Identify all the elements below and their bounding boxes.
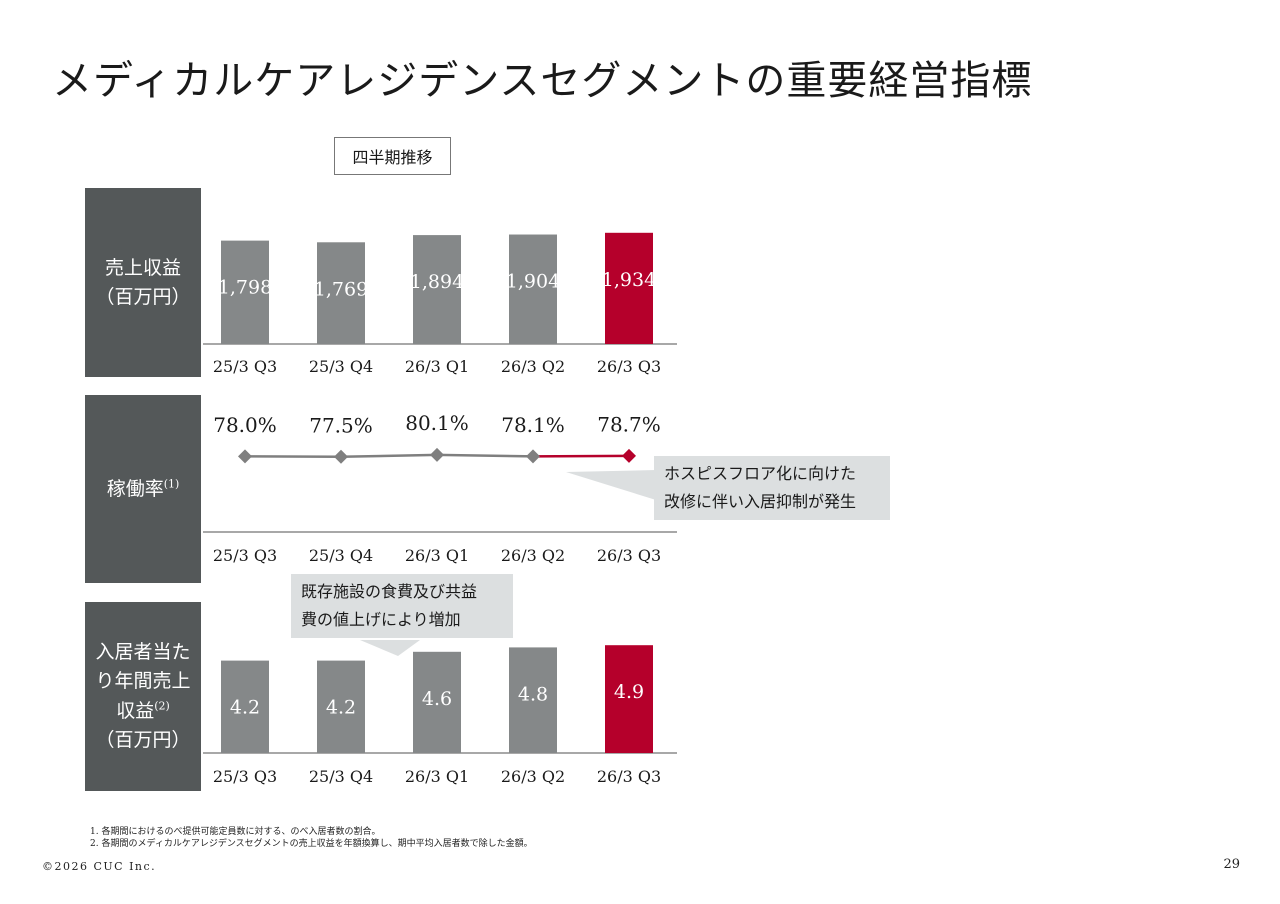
occupancy-data-label: 78.7% [597, 412, 661, 436]
per-resident-bar [509, 647, 557, 753]
occupancy-tick-label: 26/3 Q3 [597, 546, 661, 565]
food-callout: 既存施設の食費及び共益 費の値上げにより増加 [291, 574, 513, 638]
per-resident-data-label: 4.6 [422, 688, 452, 710]
revenue-bar [413, 235, 461, 344]
per-resident-label-line1: 入居者当た [95, 640, 191, 663]
revenue-label-unit: （百万円） [95, 285, 191, 308]
revenue-bar [605, 232, 653, 344]
occupancy-point [622, 448, 636, 463]
per-resident-label-unit: （百万円） [95, 728, 191, 751]
revenue-tick-label: 26/3 Q1 [405, 357, 469, 376]
occupancy-tick-label: 26/3 Q2 [501, 546, 565, 565]
per-resident-data-label: 4.2 [326, 697, 356, 719]
hospice-callout-pointer [566, 470, 656, 500]
per-resident-tick-label: 25/3 Q4 [309, 767, 373, 786]
occupancy-data-label: 80.1% [405, 411, 469, 435]
occupancy-footnote-ref: (1) [163, 477, 180, 491]
occupancy-point [430, 447, 444, 462]
revenue-bar [221, 240, 269, 344]
revenue-tick-label: 26/3 Q2 [501, 357, 565, 376]
per-resident-bar [605, 645, 653, 753]
occupancy-series-line [340, 453, 438, 458]
page-title: メディカルケアレジデンスセグメントの重要経営指標 [52, 58, 1033, 104]
page-number: 29 [1223, 857, 1240, 872]
per-resident-bar [221, 660, 269, 753]
food-callout-line1: 既存施設の食費及び共益 [301, 582, 478, 601]
per-resident-bar [317, 660, 365, 753]
food-callout-line2: 費の値上げにより増加 [301, 610, 461, 629]
per-resident-data-label: 4.2 [230, 697, 260, 719]
revenue-data-label: 1,894 [410, 271, 464, 293]
per-resident-tick-label: 26/3 Q1 [405, 767, 469, 786]
occupancy-label-text: 稼働率 [106, 477, 164, 500]
per-resident-data-label: 4.9 [614, 681, 644, 703]
hospice-callout-line1: ホスピスフロア化に向けた [664, 464, 857, 483]
footnotes: 1. 各期間におけるのべ提供可能定員数に対する、のべ入居者数の割合。 2. 各期… [90, 826, 533, 850]
food-callout-pointer [360, 640, 420, 656]
occupancy-point [526, 449, 540, 464]
per-resident-tick-label: 26/3 Q3 [597, 767, 661, 786]
per-resident-label: 入居者当た り年間売上 収益(2) （百万円） [85, 602, 201, 791]
occupancy-tick-label: 25/3 Q4 [309, 546, 373, 565]
occupancy-data-label: 78.0% [213, 413, 277, 437]
occupancy-data-label: 77.5% [309, 413, 373, 437]
revenue-tick-label: 26/3 Q3 [597, 357, 661, 376]
revenue-label-line1: 売上収益 [104, 257, 181, 279]
revenue-bar [509, 234, 557, 344]
revenue-tick-label: 25/3 Q4 [309, 357, 373, 376]
per-resident-bar [413, 651, 461, 753]
copyright: ©2026 CUC Inc. [42, 860, 157, 873]
footnote-2: 2. 各期間のメディカルケアレジデンスセグメントの売上収益を年額換算し、期中平均… [90, 839, 533, 850]
revenue-data-label: 1,798 [218, 277, 272, 299]
revenue-data-label: 1,769 [314, 278, 368, 300]
per-resident-footnote-ref: (2) [154, 699, 170, 713]
occupancy-tick-label: 26/3 Q1 [405, 546, 469, 565]
occupancy-data-label: 78.1% [501, 413, 565, 437]
occupancy-tick-label: 25/3 Q3 [213, 546, 277, 565]
per-resident-label-line3: 収益 [116, 699, 155, 722]
revenue-label: 売上収益 （百万円） [85, 188, 201, 377]
per-resident-tick-label: 26/3 Q2 [501, 767, 565, 786]
occupancy-point [334, 449, 348, 464]
footnote-1: 1. 各期間におけるのべ提供可能定員数に対する、のべ入居者数の割合。 [90, 827, 381, 837]
occupancy-label: 稼働率(1) [85, 395, 201, 583]
revenue-bar [317, 242, 365, 344]
revenue-tick-label: 25/3 Q3 [213, 357, 277, 376]
occupancy-series-line [436, 453, 534, 458]
hospice-callout: ホスピスフロア化に向けた 改修に伴い入居抑制が発生 [654, 456, 890, 520]
hospice-callout-line2: 改修に伴い入居抑制が発生 [664, 492, 857, 511]
per-resident-data-label: 4.8 [518, 683, 548, 705]
occupancy-point [238, 449, 252, 464]
revenue-data-label: 1,904 [506, 271, 560, 293]
per-resident-tick-label: 25/3 Q3 [213, 767, 277, 786]
period-label: 四半期推移 [334, 137, 451, 175]
revenue-data-label: 1,934 [602, 269, 656, 291]
per-resident-label-line2: り年間売上 [95, 670, 191, 693]
